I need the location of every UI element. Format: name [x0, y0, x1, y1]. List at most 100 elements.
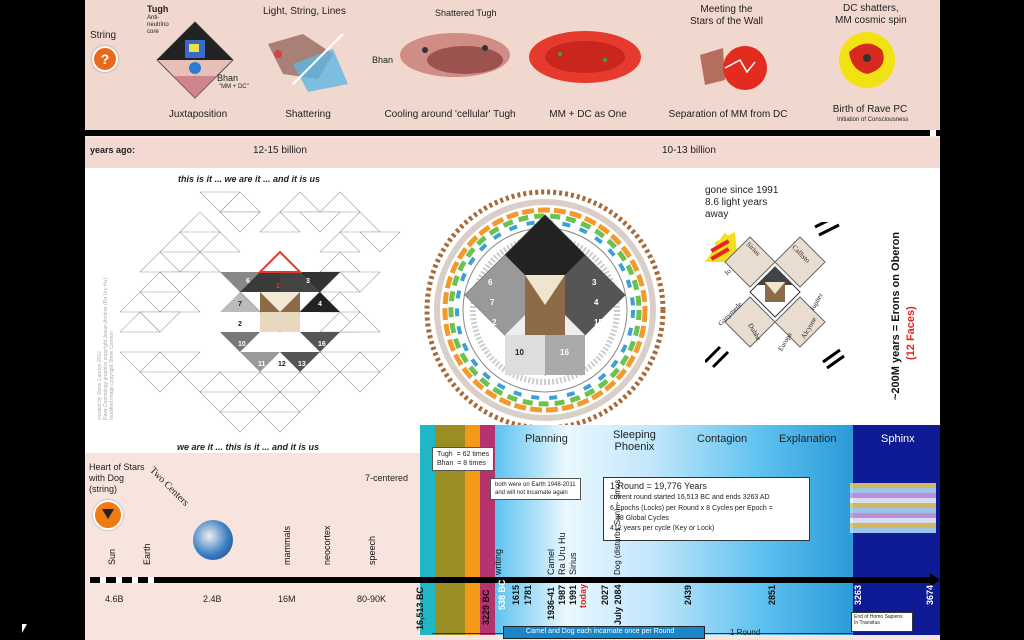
round-line2: current round started 16,513 BC and ends…	[610, 494, 770, 501]
svg-text:6: 6	[488, 278, 493, 287]
cooling-caption: Cooling around 'cellular' Tugh	[384, 109, 516, 120]
label-sirius: Sirius	[568, 552, 578, 575]
earth-icon	[193, 520, 233, 560]
axis-mammals-val: 16M	[278, 594, 296, 604]
label-neocortex: neocortex	[322, 525, 332, 565]
label-speech: speech	[367, 535, 377, 565]
axis-sun-val: 4.6B	[105, 594, 124, 604]
credits-text: created by Steve Cannon 2012 Rave Cosmol…	[97, 277, 115, 420]
svg-text:16: 16	[318, 341, 326, 348]
svg-text:3: 3	[306, 278, 310, 285]
axis-3263: 3263	[853, 584, 863, 605]
bhan-label-2: Bhan	[372, 55, 394, 65]
one-round-label: 1 Round	[730, 628, 761, 637]
separation-caption: Separation of MM from DC	[668, 109, 788, 120]
juxtaposition-caption: Juxtaposition	[168, 109, 228, 120]
svg-text:2: 2	[492, 318, 497, 327]
svg-text:10: 10	[238, 341, 246, 348]
svg-text:4: 4	[318, 301, 322, 308]
svg-text:12: 12	[278, 361, 286, 368]
tagline-bottom: we are it ... this is it ... and it is u…	[177, 442, 320, 452]
svg-text:2: 2	[238, 321, 242, 328]
sphinx-stripes	[850, 483, 936, 533]
shattering-caption: Shattering	[285, 109, 331, 120]
svg-text:7: 7	[238, 301, 242, 308]
axis-bar	[160, 577, 930, 583]
string-label: String	[90, 30, 117, 41]
end-homo-box: End of Homo Sapiens In Transitus	[851, 612, 913, 632]
both-earth-box: both were on Earth 1948-2011 and will no…	[490, 478, 581, 500]
meeting-stars-image	[700, 46, 767, 90]
question-icon: ?	[92, 46, 118, 72]
header-explanation: Explanation	[779, 433, 837, 445]
mouse-cursor-icon	[22, 624, 27, 633]
meeting-stars: Meeting the Stars of the Wall	[690, 4, 763, 27]
billion-12-15: 12-15 billion	[253, 145, 307, 156]
billion-10-13: 10-13 billion	[662, 145, 716, 156]
axis-3674: 3674	[925, 584, 935, 605]
svg-text:15: 15	[318, 321, 326, 328]
shattering-image	[268, 33, 348, 92]
round-line4: 48 Global Cycles	[616, 515, 669, 522]
svg-text:4: 4	[594, 298, 599, 307]
svg-text:1: 1	[276, 283, 280, 290]
label-mammals: mammals	[282, 525, 292, 565]
axis-earth-val: 2.4B	[203, 594, 222, 604]
shattered-tugh: Shattered Tugh	[435, 8, 497, 18]
juxtaposition-diamond	[156, 21, 234, 99]
camel-dog-box: Camel and Dog each incarnate once per Ro…	[503, 626, 705, 639]
label-sun: Sun	[107, 548, 117, 565]
label-camel: Camel	[546, 548, 556, 575]
axis-1781: 1781	[523, 584, 533, 605]
sun-icon	[93, 500, 123, 530]
svg-text:6: 6	[246, 278, 250, 285]
axis-arrow	[930, 573, 940, 587]
birth-image	[839, 32, 895, 88]
erons-text: ~200M years = Erons on Oberon	[890, 231, 902, 400]
tagline-top: this is it ... we are it ... and it is u…	[178, 174, 321, 184]
axis-speech-val: 80-90K	[357, 594, 387, 604]
years-band	[85, 138, 940, 168]
label-earth: Earth	[142, 543, 152, 565]
initiation-caption: Initiation of Consciousness	[837, 117, 909, 123]
round-box: 1 Round = 19,776 Years current round sta…	[603, 477, 810, 541]
round-line3: 6 Epochs (Locks) per Round x 8 Cycles pe…	[610, 505, 773, 512]
svg-text:11: 11	[258, 361, 266, 368]
axis-538bc: 538 BC	[497, 579, 507, 610]
axis-2439: 2439	[683, 584, 693, 605]
svg-text:7: 7	[490, 298, 495, 307]
axis-today: today	[578, 583, 588, 608]
years-ago-label: years ago:	[90, 145, 136, 155]
header-sphinx: Sphinx	[881, 433, 915, 445]
diagram-stage: String ? Tugh Anti- neutrino core Bhan "…	[85, 0, 940, 640]
axis-2027: 2027	[600, 584, 610, 605]
top-timeline-dash	[920, 130, 940, 136]
mm-dc-image	[529, 31, 641, 83]
bhan-sub: "MM + DC"	[219, 84, 249, 90]
axis-1615: 1615	[511, 584, 521, 605]
light-string-lines: Light, String, Lines	[263, 6, 346, 17]
faces-text: (12 Faces)	[905, 306, 917, 360]
header-planning: Planning	[525, 433, 568, 445]
round-line1: 1 Round = 19,776 Years	[610, 481, 707, 491]
svg-text:10: 10	[515, 348, 524, 357]
round-line5: 412 years per cycle (Key or Lock)	[610, 525, 715, 532]
dc-shatters: DC shatters, MM cosmic spin	[835, 3, 907, 26]
top-timeline-bar	[85, 130, 920, 136]
label-ra-uru-hu: Ra Uru Hu	[557, 532, 567, 575]
svg-text:16: 16	[560, 348, 569, 357]
triangle-grid-diagram: 1 6 3 7 4 2 15 10 16 11 12 13	[120, 191, 401, 433]
axis-1991: 1991	[568, 584, 578, 605]
label-writing: writing	[493, 548, 503, 575]
heart-of-stars: Heart of Stars with Dog (string)	[89, 462, 145, 494]
gone-since-text: gone since 1991 8.6 light years away	[705, 185, 779, 220]
bhan-label: Bhan	[217, 73, 239, 83]
svg-text:3: 3	[592, 278, 597, 287]
shattered-tugh-image	[400, 33, 510, 77]
two-centers: Two Centers	[147, 465, 191, 509]
svg-text:15: 15	[594, 318, 603, 327]
axis-3229bc: 3229 BC	[481, 589, 491, 625]
birth-caption: Birth of Rave PC	[832, 104, 908, 115]
axis-16513bc: 16,513 BC	[415, 586, 425, 630]
label-dog: Dog (disturbs Sun) ~ 3mos	[613, 479, 622, 575]
